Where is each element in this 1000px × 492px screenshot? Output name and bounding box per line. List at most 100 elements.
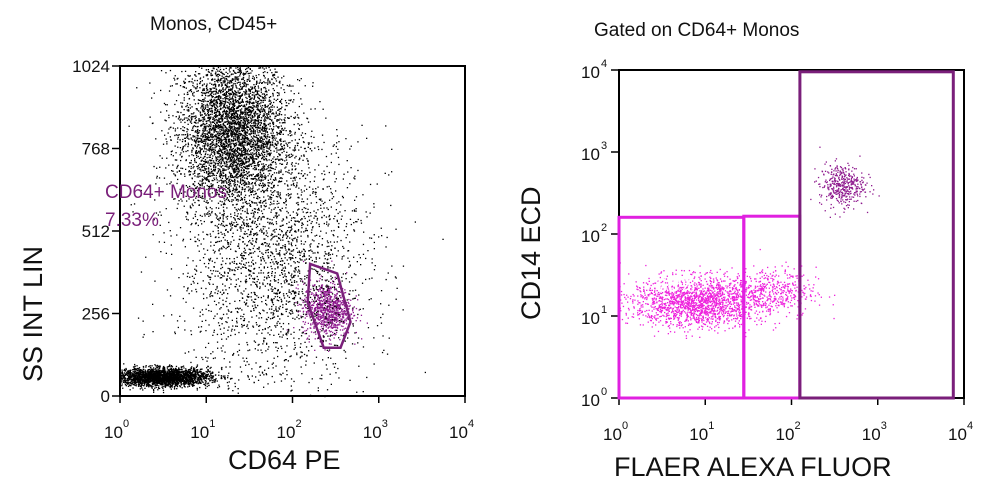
left-scatter-point <box>229 156 231 159</box>
left-scatter-point <box>289 132 291 134</box>
left-scatter-point <box>207 111 209 114</box>
left-scatter-point <box>220 162 223 164</box>
left-scatter-point <box>190 190 193 192</box>
left-scatter-point <box>200 368 202 370</box>
left-scatter-point <box>218 85 220 87</box>
left-scatter-point <box>222 206 225 208</box>
left-scatter-point <box>246 107 248 109</box>
left-scatter-point <box>242 116 244 118</box>
left-scatter-point <box>261 110 264 113</box>
left-scatter-point <box>165 72 167 74</box>
left-scatter-point <box>208 119 210 122</box>
left-scatter-point <box>233 113 236 116</box>
left-scatter-point <box>257 120 259 123</box>
left-scatter-point <box>229 71 231 73</box>
left-scatter-point <box>269 123 271 125</box>
left-scatter-point <box>212 139 215 141</box>
left-scatter-point <box>213 174 215 176</box>
left-scatter-point <box>231 168 234 170</box>
left-scatter-point <box>302 248 305 250</box>
left-scatter-point <box>219 125 221 127</box>
left-scatter-point <box>261 174 263 176</box>
left-scatter-point <box>199 186 201 188</box>
left-scatter-point <box>237 131 239 133</box>
left-scatter-point <box>271 113 273 115</box>
left-scatter-point <box>275 99 277 102</box>
left-scatter-point <box>218 218 220 220</box>
left-scatter-point <box>254 165 256 167</box>
left-scatter-point <box>253 102 255 104</box>
left-scatter-point <box>260 147 262 149</box>
left-scatter-point <box>224 125 226 127</box>
left-scatter-point <box>190 113 193 115</box>
left-scatter-point <box>216 68 218 71</box>
left-scatter-point <box>124 380 126 382</box>
left-scatter-point <box>197 122 199 124</box>
left-scatter-point <box>248 103 251 105</box>
left-scatter-point <box>197 166 199 168</box>
left-scatter-point <box>261 163 263 165</box>
left-scatter-point <box>217 156 219 158</box>
left-scatter-point <box>232 131 234 133</box>
left-scatter-point <box>204 177 206 179</box>
left-scatter-point <box>192 136 194 138</box>
left-scatter-point <box>262 108 265 110</box>
left-scatter-point <box>242 130 244 132</box>
left-scatter-point <box>205 106 207 108</box>
left-scatter-point <box>218 156 220 158</box>
left-scatter-point <box>217 78 219 80</box>
left-scatter-point <box>195 140 197 142</box>
left-scatter-point <box>211 149 213 151</box>
left-scatter-point <box>258 134 260 136</box>
left-scatter-point <box>166 143 168 145</box>
left-scatter-point <box>205 94 207 97</box>
left-scatter-point <box>246 178 248 180</box>
left-scatter-point <box>227 120 229 122</box>
left-scatter-point <box>250 107 252 109</box>
left-scatter-point <box>165 167 167 169</box>
left-scatter-point <box>253 139 255 141</box>
left-scatter-point <box>204 108 206 110</box>
left-scatter-point <box>217 171 219 173</box>
left-scatter-point <box>262 101 264 103</box>
left-scatter-point <box>209 143 211 146</box>
left-scatter-point <box>262 147 264 149</box>
left-scatter-point <box>280 130 282 132</box>
left-scatter-point <box>238 121 240 123</box>
left-scatter-point <box>231 163 233 166</box>
left-scatter-point <box>219 89 221 91</box>
left-scatter-point <box>294 116 297 118</box>
left-scatter-point <box>250 72 252 74</box>
left-scatter-point <box>128 371 130 373</box>
left-scatter-point <box>264 86 266 89</box>
left-scatter-point <box>222 145 224 148</box>
left-scatter-point <box>209 175 211 177</box>
left-scatter-point <box>249 204 251 206</box>
left-scatter-point <box>253 123 255 125</box>
left-scatter-point <box>174 103 176 106</box>
left-scatter-point <box>249 114 251 116</box>
left-scatter-point <box>230 173 232 175</box>
left-scatter-point <box>231 125 233 128</box>
left-scatter-point <box>184 70 187 72</box>
left-scatter-point <box>251 111 253 113</box>
left-scatter-point <box>240 86 242 88</box>
left-scatter-point <box>237 117 239 119</box>
left-scatter-point <box>258 188 260 190</box>
left-scatter-point <box>188 97 191 100</box>
left-scatter-point <box>204 139 206 141</box>
left-scatter-point <box>229 158 231 160</box>
left-scatter-point <box>235 161 238 163</box>
left-scatter-point <box>251 110 253 112</box>
left-scatter-point <box>226 182 228 184</box>
left-scatter-point <box>241 154 244 156</box>
left-scatter-point <box>281 158 283 160</box>
left-scatter-point <box>226 95 228 98</box>
left-scatter-point <box>259 138 261 140</box>
left-scatter-point <box>201 381 203 383</box>
left-scatter-point <box>204 168 207 170</box>
left-scatter-point <box>283 202 286 204</box>
left-scatter-point <box>211 109 213 111</box>
left-scatter-point <box>216 95 218 98</box>
left-scatter-point <box>232 169 235 171</box>
